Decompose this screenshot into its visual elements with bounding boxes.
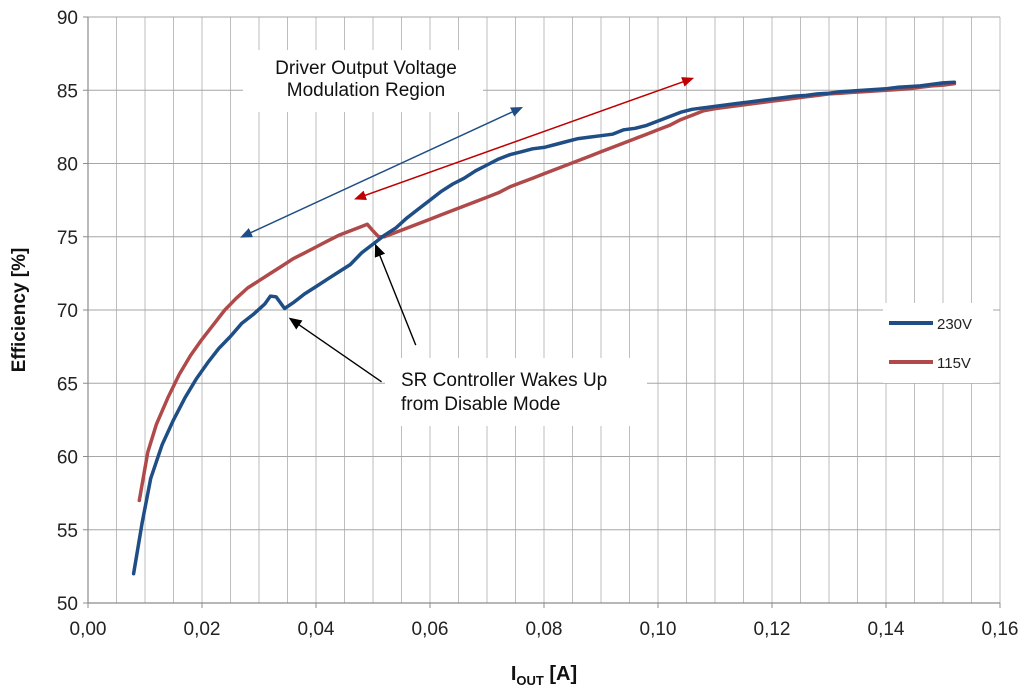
y-tick-label: 60 [57,448,78,469]
y-tick-label: 50 [57,594,78,615]
annotation-arrows [240,77,695,383]
annotation-sr-line1: SR Controller Wakes Up [401,370,607,391]
x-tick-label: 0,08 [526,619,563,640]
annotation-modulation-line1: Driver Output Voltage [275,58,457,79]
axes [83,16,1001,608]
legend-label-230v: 230V [937,316,972,333]
x-tick-label: 0,16 [982,619,1019,640]
legend-box [883,303,993,383]
y-tick-label: 80 [57,155,78,176]
x-axis-title-unit: [A] [544,663,577,685]
y-tick-label: 55 [57,521,78,542]
x-tick-label: 0,00 [70,619,107,640]
x-tick-label: 0,10 [640,619,677,640]
annotations: Driver Output Voltage Modulation Region … [243,50,647,426]
y-tick-label: 75 [57,228,78,249]
annotation-arrow-modulation-1 [354,77,695,201]
y-tick-label: 65 [57,374,78,395]
annotation-modulation-line2: Modulation Region [287,80,445,101]
legend: 230V 115V [883,303,993,383]
x-tick-label: 0,06 [412,619,449,640]
legend-label-115v: 115V [937,355,971,372]
y-axis-title: Efficiency [%] [9,248,30,373]
x-tick-label: 0,02 [184,619,221,640]
annotation-arrow-sr-controller-1 [374,243,417,346]
x-tick-label: 0,14 [868,619,905,640]
y-tick-label: 85 [57,81,78,102]
y-tick-label: 70 [57,301,78,322]
annotation-arrow-sr-controller-0 [288,317,382,383]
x-axis-title: IOUT [A] [511,663,577,688]
annotation-box-sr-controller [385,358,647,426]
x-axis-title-main: I [511,663,517,685]
x-tick-label: 0,04 [298,619,335,640]
x-axis-title-sub: OUT [516,673,544,688]
x-tick-label: 0,12 [754,619,791,640]
annotation-sr-line2: from Disable Mode [401,394,560,415]
annotation-arrow-modulation-0 [240,106,524,238]
tick-labels: 50 55 60 65 70 75 80 85 90 0,00 0,02 0,04 0,06 0,08 0,… [57,8,1019,640]
y-tick-label: 90 [57,8,78,29]
